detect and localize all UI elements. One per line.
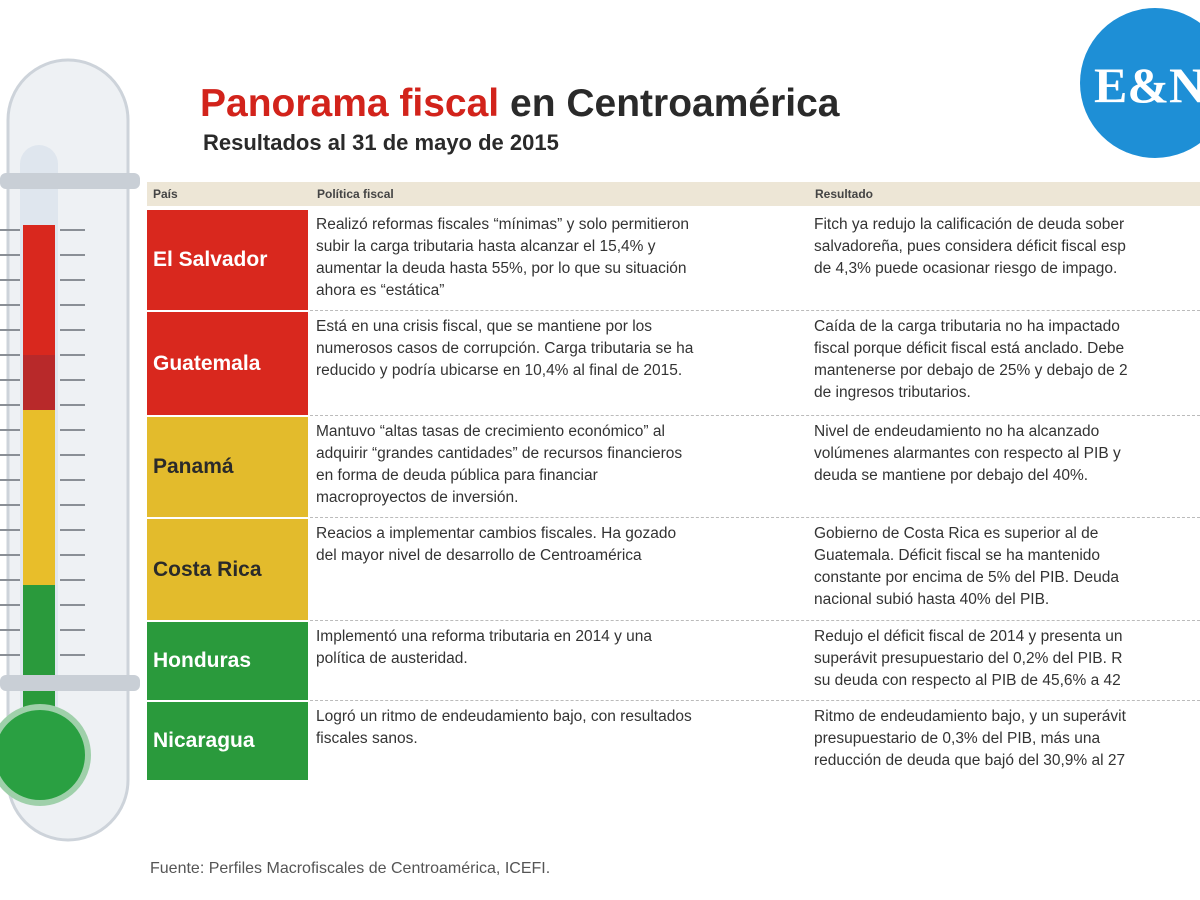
column-header: País: [153, 187, 178, 201]
country-cell: Nicaragua: [147, 702, 308, 780]
result-line: Caída de la carga tributaria no ha impac…: [814, 318, 1120, 335]
column-header: Política fiscal: [317, 187, 394, 201]
result-line: Redujo el déficit fiscal de 2014 y prese…: [814, 628, 1123, 645]
policy-line: Implementó una reforma tributaria en 201…: [316, 628, 653, 645]
title: Panorama fiscal en Centroamérica: [200, 82, 839, 126]
country-cell: Costa Rica: [147, 519, 308, 620]
policy-line: numerosos casos de corrupción. Carga tri…: [316, 340, 694, 357]
policy-line: subir la carga tributaria hasta alcanzar…: [316, 238, 656, 255]
title-rest: en Centroamérica: [510, 82, 840, 125]
subtitle: Resultados al 31 de mayo de 2015: [203, 130, 559, 155]
result-line: salvadoreña, pues considera déficit fisc…: [814, 238, 1126, 255]
result-line: mantenerse por debajo de 25% y debajo de…: [814, 362, 1128, 379]
policy-line: aumentar la deuda hasta 55%, por lo que …: [316, 260, 687, 277]
policy-line: Mantuvo “altas tasas de crecimiento econ…: [316, 423, 665, 440]
result-line: fiscal porque déficit fiscal está anclad…: [814, 340, 1125, 357]
result-line: reducción de deuda que bajó del 30,9% al…: [814, 752, 1126, 769]
policy-line: Logró un ritmo de endeudamiento bajo, co…: [316, 708, 692, 725]
result-line: Nivel de endeudamiento no ha alcanzado: [814, 423, 1100, 440]
policy-line: en forma de deuda pública para financiar: [316, 467, 598, 484]
policy-line: del mayor nivel de desarrollo de Centroa…: [316, 547, 642, 564]
policy-line: reducido y podría ubicarse en 10,4% al f…: [316, 362, 683, 379]
result-line: presupuestario de 0,3% del PIB, más una: [814, 730, 1101, 747]
result-line: Gobierno de Costa Rica es superior al de: [814, 525, 1099, 542]
result-line: Ritmo de endeudamiento bajo, y un superá…: [814, 708, 1126, 725]
result-line: nacional subió hasta 40% del PIB.: [814, 591, 1050, 608]
policy-line: adquirir “grandes cantidades” de recurso…: [316, 445, 683, 462]
title-highlight: Panorama fiscal: [200, 82, 500, 125]
policy-line: fiscales sanos.: [316, 730, 418, 747]
country-cell: El Salvador: [147, 210, 308, 310]
result-line: su deuda con respecto al PIB de 45,6% a …: [814, 672, 1121, 689]
row-separator: [310, 415, 1200, 416]
logo-text: E&N: [1094, 57, 1200, 113]
row-separator: [310, 517, 1200, 518]
policy-line: Reacios a implementar cambios fiscales. …: [316, 525, 677, 542]
result-line: volúmenes alarmantes con respecto al PIB…: [814, 445, 1121, 462]
policy-line: política de austeridad.: [316, 650, 468, 667]
thermometer: [0, 58, 140, 842]
result-line: Fitch ya redujo la calificación de deuda…: [814, 216, 1125, 233]
result-line: constante por encima de 5% del PIB. Deud…: [814, 569, 1120, 586]
result-line: Guatemala. Déficit fiscal se ha mantenid…: [814, 547, 1101, 564]
policy-line: Realizó reformas fiscales “mínimas” y so…: [316, 216, 689, 233]
source: Fuente: Perfiles Macrofiscales de Centro…: [150, 860, 551, 877]
result-line: deuda se mantiene por debajo del 40%.: [814, 467, 1089, 484]
table-header: País Política fiscal Resultado: [147, 182, 1200, 206]
logo: E&N: [1080, 8, 1200, 158]
policy-line: Está en una crisis fiscal, que se mantie…: [316, 318, 653, 335]
row-separator: [310, 620, 1200, 621]
result-line: superávit presupuestario del 0,2% del PI…: [814, 650, 1123, 667]
column-header: Resultado: [815, 187, 874, 201]
country-cell: Honduras: [147, 622, 308, 700]
policy-line: ahora es “estática”: [316, 282, 445, 299]
policy-line: macroproyectos de inversión.: [316, 489, 519, 506]
row-separator: [310, 310, 1200, 311]
row-separator: [310, 700, 1200, 701]
country-cell: Panamá: [147, 417, 308, 517]
result-line: de 4,3% puede ocasionar riesgo de impago…: [814, 260, 1118, 277]
result-line: de ingresos tributarios.: [814, 384, 971, 401]
country-cell: Guatemala: [147, 312, 308, 415]
